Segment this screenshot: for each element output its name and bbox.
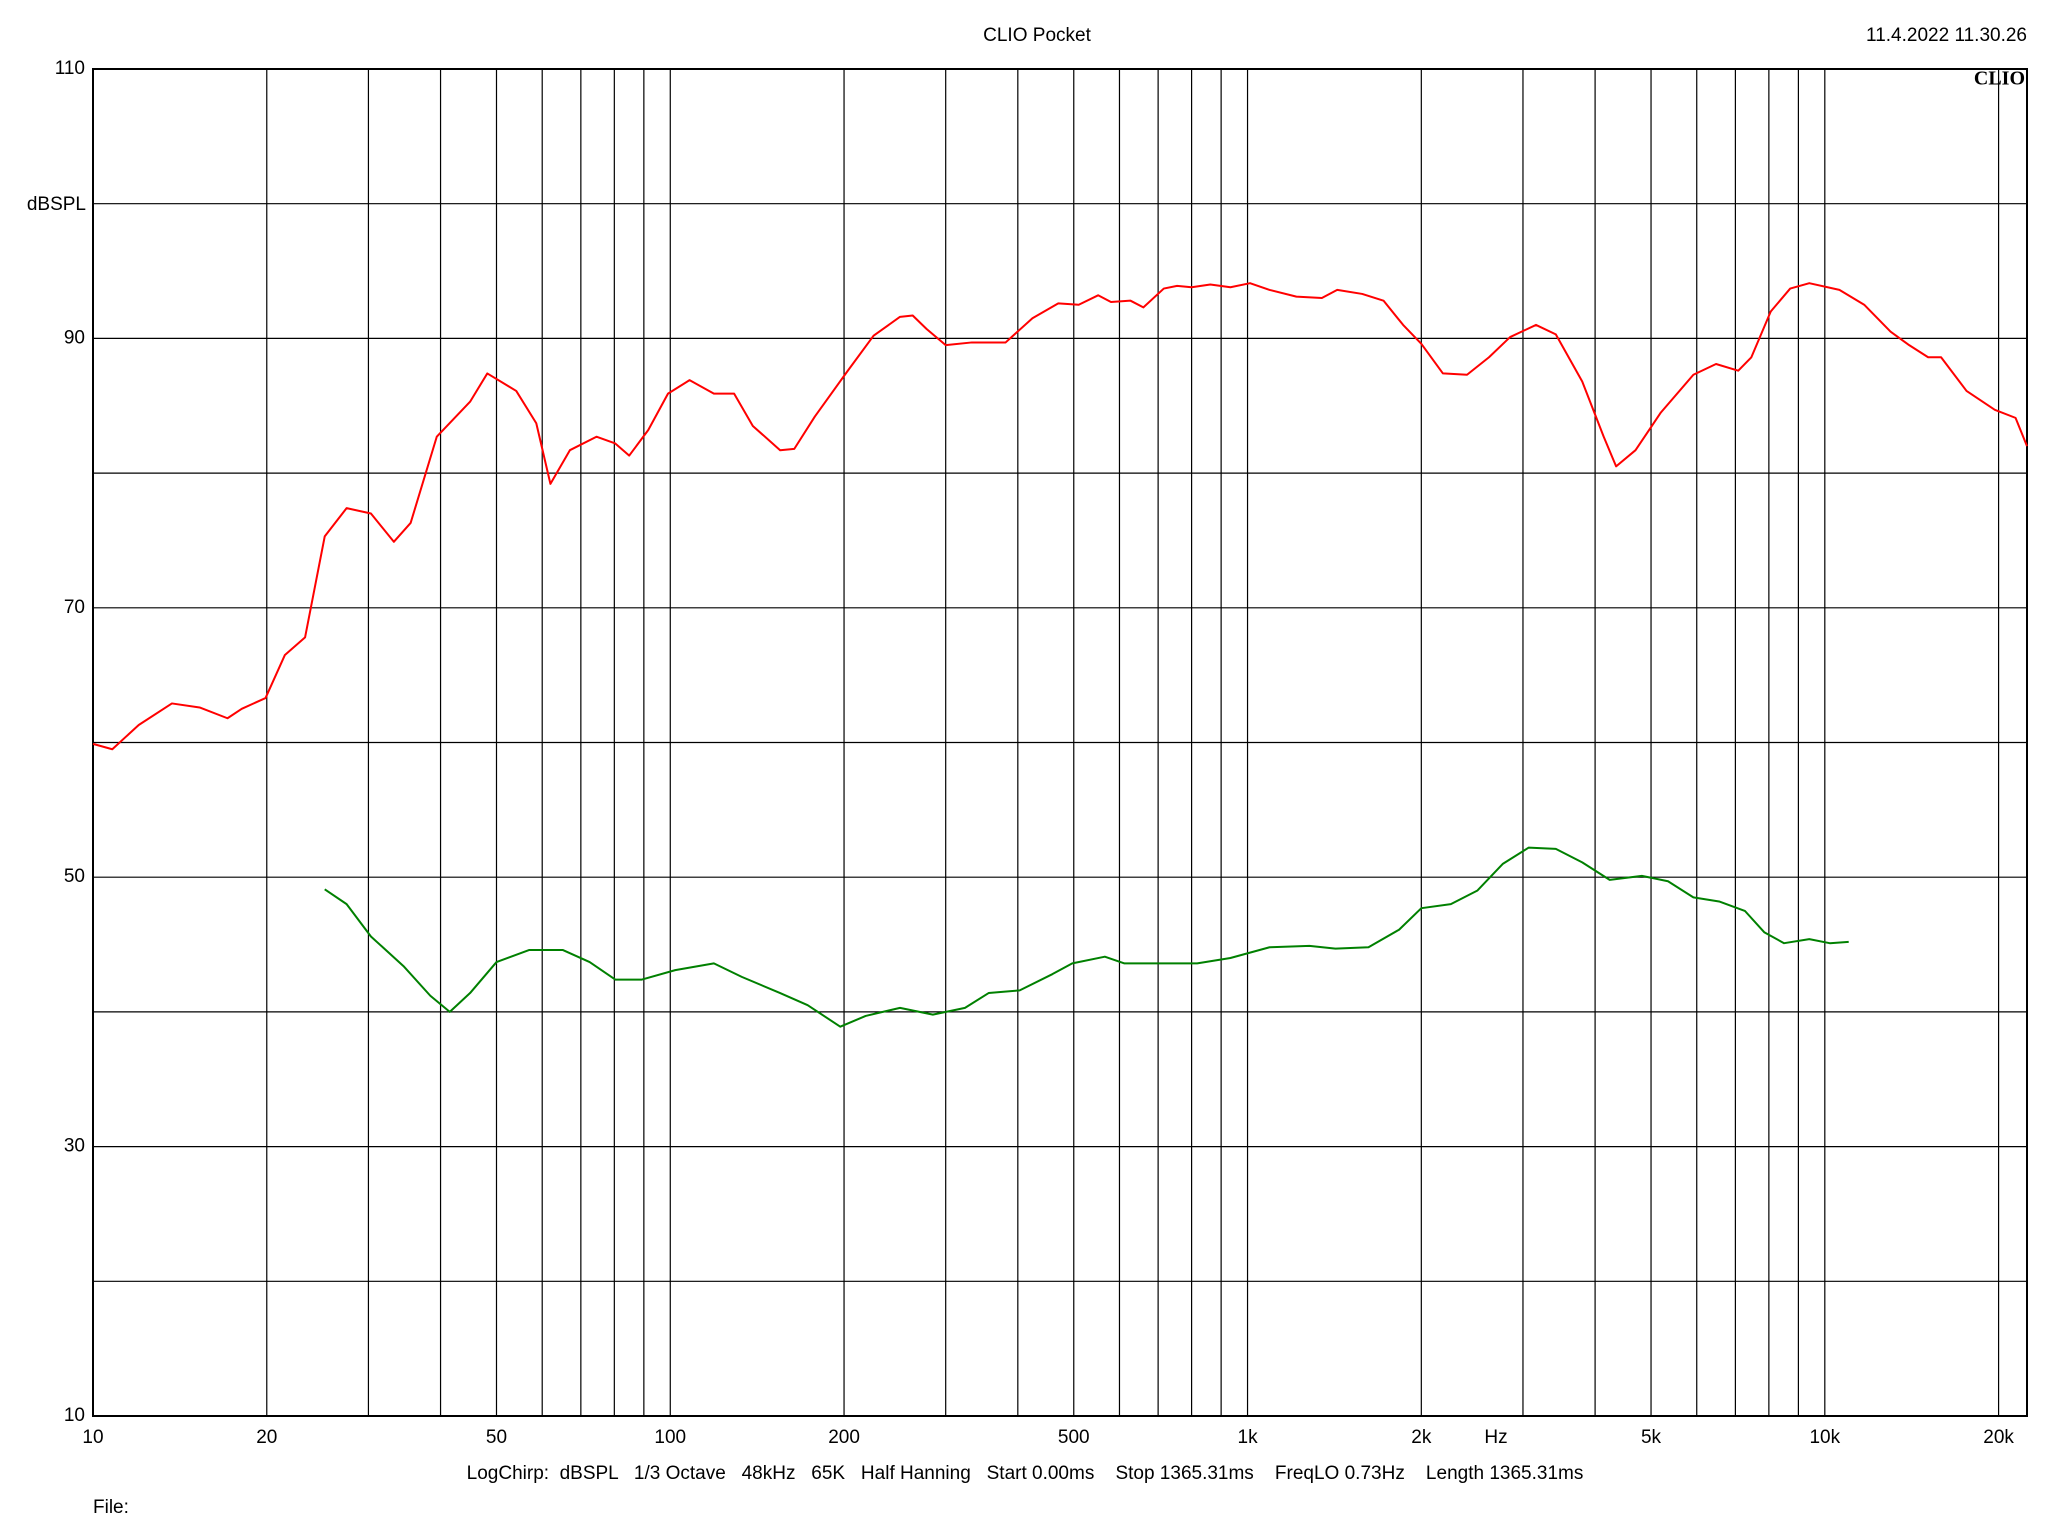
x-tick-label: 1k — [1238, 1427, 1259, 1448]
x-tick-label: 20k — [1983, 1427, 2014, 1448]
data-line — [92, 282, 2028, 751]
x-tick-label: 50 — [486, 1427, 507, 1448]
x-tick-label: 20 — [256, 1427, 277, 1448]
data-line — [324, 846, 1849, 1028]
x-tick-label: 200 — [828, 1427, 860, 1448]
y-tick-label: 10 — [64, 1405, 85, 1426]
brand-logo: CLIO — [1974, 68, 2025, 90]
timestamp: 11.4.2022 11.30.26 — [1866, 25, 2027, 46]
y-axis-label: dBSPL — [27, 194, 86, 215]
chart-title: CLIO Pocket — [983, 25, 1091, 46]
y-tick-label: 110 — [55, 58, 85, 79]
y-tick-label: 70 — [64, 597, 85, 618]
footer: LogChirp: dBSPL 1/3 Octave 48kHz 65K Hal… — [467, 1463, 1584, 1484]
plot-frame — [92, 68, 2028, 1417]
x-tick-label: 2k — [1411, 1427, 1432, 1448]
y-tick-label: 90 — [64, 327, 85, 348]
y-tick-label: 50 — [64, 866, 85, 887]
x-tick-label: 5k — [1641, 1427, 1662, 1448]
y-tick-label: 30 — [64, 1136, 85, 1157]
x-tick-label: 500 — [1058, 1427, 1090, 1448]
x-tick-label: 10k — [1809, 1427, 1840, 1448]
file-label: File: — [93, 1497, 129, 1518]
x-tick-label: 100 — [654, 1427, 686, 1448]
x-tick-label: 10 — [82, 1427, 103, 1448]
x-axis-label: Hz — [1484, 1427, 1507, 1448]
